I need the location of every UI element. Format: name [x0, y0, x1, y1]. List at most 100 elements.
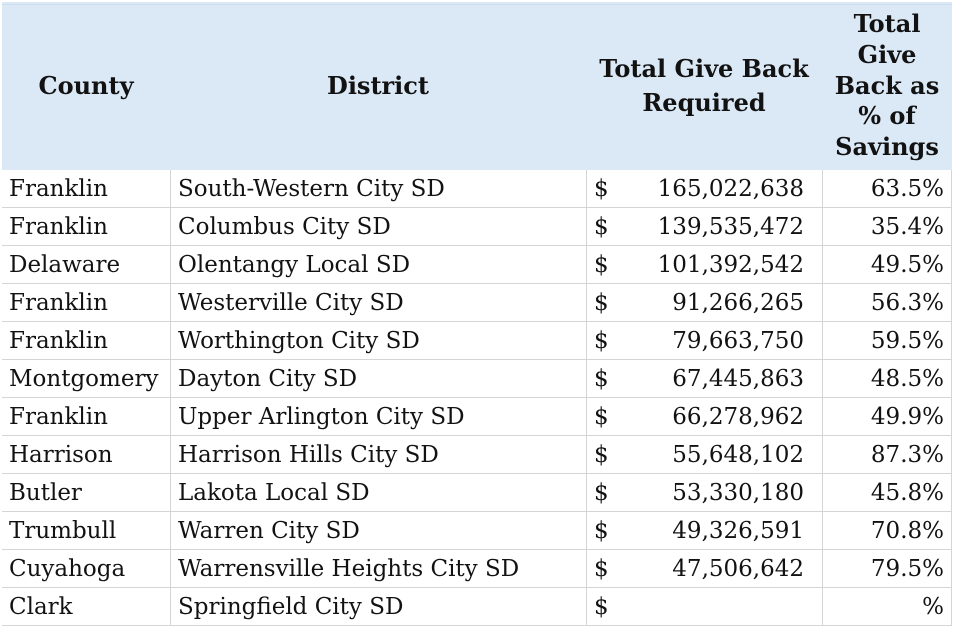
county-cell: Franklin [9, 403, 108, 430]
amount-cell: $ 139,535,472 [586, 208, 822, 245]
amount-cell: $ 49,326,591 [586, 512, 822, 549]
amount-value: 101,392,542 [657, 251, 804, 278]
dollar-sign: $ [594, 441, 609, 468]
header-gridline [2, 4, 952, 5]
dollar-sign: $ [594, 593, 609, 620]
district-cell: Warrensville Heights City SD [170, 550, 586, 587]
district-cell: Springfield City SD [170, 588, 586, 625]
amount-cell: $ 47,506,642 [586, 550, 822, 587]
county-cell: Trumbull [9, 517, 117, 544]
amount-value: 139,535,472 [657, 213, 804, 240]
district-cell: Lakota Local SD [170, 474, 586, 511]
table-row: Franklin Westerville City SD $ 91,266,26… [2, 284, 952, 322]
amount-value: 49,326,591 [672, 517, 804, 544]
district-cell: Columbus City SD [170, 208, 586, 245]
dollar-sign: $ [594, 517, 609, 544]
amount-cell: $ 55,648,102 [586, 436, 822, 473]
county-cell: Clark [9, 593, 73, 620]
dollar-sign: $ [594, 251, 609, 278]
amount-cell: $ 165,022,638 [586, 170, 822, 207]
pct-cell: 56.3% [822, 284, 952, 321]
amount-cell: $ 91,266,265 [586, 284, 822, 321]
amount-value: 47,506,642 [672, 555, 804, 582]
county-cell: Franklin [9, 175, 108, 202]
header-county-label: County [38, 71, 134, 101]
header-total-give-back-required: Total Give Back Required [586, 2, 822, 170]
header-district-label: District [327, 71, 429, 101]
county-cell: Franklin [9, 327, 108, 354]
header-pct-line: Back as [834, 70, 940, 100]
pct-cell: 87.3% [822, 436, 952, 473]
dollar-sign: $ [594, 327, 609, 354]
header-pct-line: Savings [835, 132, 939, 162]
county-cell: Montgomery [9, 365, 159, 392]
table-header-row: County District Total Give Back Required… [2, 2, 952, 170]
district-cell: Dayton City SD [170, 360, 586, 397]
district-cell: Olentangy Local SD [170, 246, 586, 283]
table-row: Montgomery Dayton City SD $ 67,445,863 4… [2, 360, 952, 398]
district-cell: Harrison Hills City SD [170, 436, 586, 473]
table-body: Franklin South-Western City SD $ 165,022… [2, 170, 952, 626]
pct-cell: 63.5% [822, 170, 952, 207]
amount-value: 66,278,962 [672, 403, 804, 430]
pct-cell: 79.5% [822, 550, 952, 587]
pct-cell: 49.5% [822, 246, 952, 283]
pct-cell: % [822, 588, 952, 625]
table-row: Delaware Olentangy Local SD $ 101,392,54… [2, 246, 952, 284]
amount-cell: $ 79,663,750 [586, 322, 822, 359]
amount-value: 79,663,750 [672, 327, 804, 354]
amount-value: 67,445,863 [672, 365, 804, 392]
dollar-sign: $ [594, 175, 609, 202]
header-county: County [2, 2, 170, 170]
district-cell: Warren City SD [170, 512, 586, 549]
pct-cell: 48.5% [822, 360, 952, 397]
table-row: Harrison Harrison Hills City SD $ 55,648… [2, 436, 952, 474]
table-row: Franklin South-Western City SD $ 165,022… [2, 170, 952, 208]
header-pct-line: % of [858, 101, 916, 131]
header-amount-line: Total Give Back [599, 53, 809, 83]
district-cell: Upper Arlington City SD [170, 398, 586, 435]
amount-cell: $ 53,330,180 [586, 474, 822, 511]
header-pct-line: Give [857, 39, 917, 69]
county-cell: Franklin [9, 213, 108, 240]
district-cell: Worthington City SD [170, 322, 586, 359]
header-pct-line: Total [853, 8, 921, 38]
pct-cell: 59.5% [822, 322, 952, 359]
amount-value: 53,330,180 [672, 479, 804, 506]
dollar-sign: $ [594, 403, 609, 430]
pct-cell: 45.8% [822, 474, 952, 511]
dollar-sign: $ [594, 289, 609, 316]
table-row: Cuyahoga Warrensville Heights City SD $ … [2, 550, 952, 588]
table-row: Franklin Worthington City SD $ 79,663,75… [2, 322, 952, 360]
pct-cell: 49.9% [822, 398, 952, 435]
header-district: District [170, 2, 586, 170]
header-amount-line: Required [642, 88, 766, 117]
county-cell: Franklin [9, 289, 108, 316]
amount-value: 55,648,102 [672, 441, 804, 468]
county-cell: Butler [9, 479, 82, 506]
amount-cell: $ 67,445,863 [586, 360, 822, 397]
header-give-back-pct-of-savings: Total Give Back as % of Savings [822, 2, 952, 170]
amount-cell: $ [586, 588, 822, 625]
amount-value: 91,266,265 [672, 289, 804, 316]
table-row: Butler Lakota Local SD $ 53,330,180 45.8… [2, 474, 952, 512]
dollar-sign: $ [594, 555, 609, 582]
dollar-sign: $ [594, 479, 609, 506]
table-row: Trumbull Warren City SD $ 49,326,591 70.… [2, 512, 952, 550]
amount-cell: $ 66,278,962 [586, 398, 822, 435]
table-row: Franklin Upper Arlington City SD $ 66,27… [2, 398, 952, 436]
pct-cell: 70.8% [822, 512, 952, 549]
pct-cell: 35.4% [822, 208, 952, 245]
amount-value: 165,022,638 [657, 175, 804, 202]
dollar-sign: $ [594, 213, 609, 240]
district-cell: Westerville City SD [170, 284, 586, 321]
county-cell: Cuyahoga [9, 555, 126, 582]
table-row: Franklin Columbus City SD $ 139,535,472 … [2, 208, 952, 246]
county-cell: Delaware [9, 251, 121, 278]
amount-cell: $ 101,392,542 [586, 246, 822, 283]
district-cell: South-Western City SD [170, 170, 586, 207]
table-row-partial: Clark Springfield City SD $ % [2, 588, 952, 626]
dollar-sign: $ [594, 365, 609, 392]
county-cell: Harrison [9, 441, 113, 468]
